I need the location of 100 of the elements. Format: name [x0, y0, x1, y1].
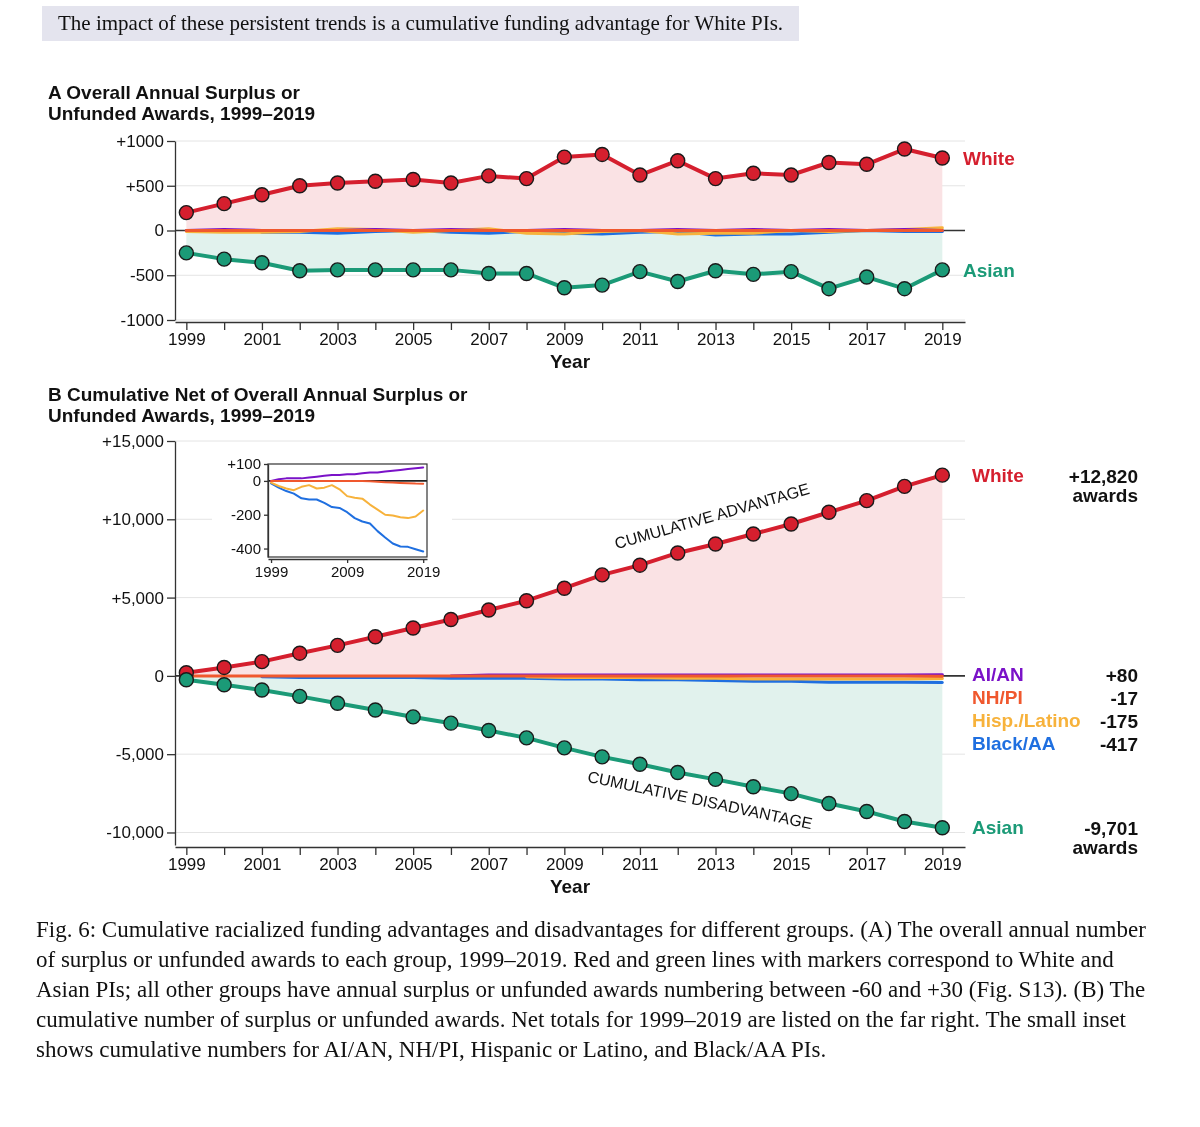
point	[783, 167, 799, 183]
y-tick-label: 0	[252, 472, 261, 490]
point	[707, 263, 724, 279]
point	[632, 756, 648, 772]
text: +12,820 awards	[1068, 465, 1138, 506]
point	[556, 149, 573, 165]
y-tick-label: +500	[125, 176, 164, 196]
point	[934, 467, 951, 483]
y-tick-label: 0	[154, 666, 164, 686]
x-tick-label: 2015	[772, 330, 811, 350]
point	[707, 771, 724, 788]
y-tick-label: -400	[230, 539, 261, 557]
x-tick-label: 2011	[622, 330, 659, 350]
point	[254, 187, 270, 203]
point	[405, 620, 421, 636]
x-tick-label: 2019	[923, 855, 962, 875]
point	[896, 813, 913, 830]
point	[481, 722, 497, 739]
point	[821, 154, 837, 171]
x-tick-label: 2011	[622, 855, 659, 875]
text: Black/AA	[972, 733, 1056, 755]
point	[594, 277, 610, 293]
point	[821, 795, 837, 812]
point	[594, 567, 610, 583]
text: +80	[1105, 664, 1138, 686]
x-tick-label: 2013	[697, 330, 735, 350]
point	[934, 262, 951, 278]
point	[216, 659, 232, 676]
point	[632, 263, 648, 280]
point	[632, 557, 648, 573]
x-axis-title: Year	[549, 876, 591, 897]
y-tick-label: -200	[230, 506, 261, 524]
y-tick-label: +5,000	[111, 588, 164, 608]
point	[405, 709, 421, 725]
chart-title: B Cumulative Net of Overall Annual Surplus or Unfunded Awards, 1999–2019	[48, 384, 468, 426]
x-tick-label: 2017	[848, 330, 887, 350]
point	[670, 152, 686, 169]
point	[178, 204, 195, 221]
series-label: White	[972, 464, 1024, 486]
point	[329, 175, 346, 191]
point	[745, 266, 762, 283]
point	[896, 141, 913, 157]
point	[859, 492, 875, 509]
text: The impact of these persistent trends is a cumulative funding advantage for White PIs.	[42, 6, 800, 42]
point	[254, 255, 270, 271]
point	[481, 168, 497, 184]
point	[859, 156, 875, 172]
x-tick-label: 2013	[697, 855, 735, 875]
text: Hisp./Latino	[972, 710, 1081, 732]
x-tick-label: 2001	[243, 330, 282, 350]
x-tick-label: 2001	[243, 855, 282, 875]
point	[216, 195, 232, 212]
x-tick-label: 1999	[167, 855, 206, 875]
x-tick-label: 2005	[394, 855, 433, 875]
point	[707, 170, 724, 187]
x-tick-label: 2007	[470, 330, 509, 350]
x-axis-title: Year	[549, 351, 591, 372]
y-tick-label: -5,000	[115, 745, 164, 765]
point	[821, 280, 837, 297]
series-label: White	[963, 147, 1015, 169]
point	[594, 146, 610, 163]
point	[443, 175, 459, 191]
y-tick-label: +100	[227, 455, 261, 473]
y-tick-label: -10,000	[106, 823, 164, 843]
point	[518, 170, 535, 187]
point	[254, 682, 270, 698]
point	[896, 280, 913, 297]
point	[367, 629, 384, 645]
x-tick-label: 1999	[254, 562, 289, 580]
point	[367, 173, 384, 189]
text: -9,701 awards	[1072, 817, 1139, 858]
point	[292, 645, 308, 661]
point	[821, 504, 837, 520]
point	[745, 165, 762, 181]
x-tick-label: 2005	[394, 330, 433, 350]
point	[745, 526, 762, 542]
series-label: Asian	[972, 817, 1024, 839]
point	[443, 262, 459, 278]
series-label: Asian	[963, 259, 1015, 281]
point	[670, 273, 686, 290]
point	[367, 262, 384, 278]
point	[329, 262, 346, 278]
text: -417	[1099, 733, 1138, 755]
x-tick-label: 2007	[470, 855, 509, 875]
point	[178, 245, 195, 261]
point	[329, 695, 346, 711]
point	[518, 593, 535, 609]
point	[934, 150, 951, 166]
point	[556, 580, 573, 596]
point	[367, 702, 384, 718]
point	[632, 167, 648, 183]
point	[216, 251, 232, 267]
point	[518, 730, 535, 746]
x-tick-label: 2019	[407, 562, 441, 580]
y-tick-label: -500	[129, 266, 164, 286]
x-tick-label: 2003	[319, 330, 357, 350]
point	[292, 178, 308, 194]
text: -17	[1110, 687, 1138, 709]
x-tick-label: 2015	[772, 855, 811, 875]
point	[859, 269, 875, 285]
